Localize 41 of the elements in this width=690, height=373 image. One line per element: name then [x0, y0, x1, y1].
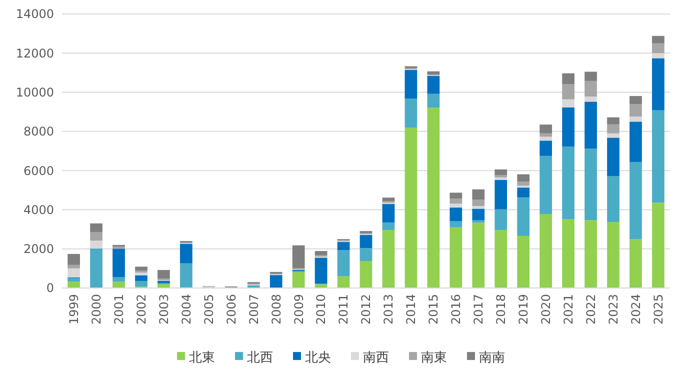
y-tick-label: 12000 — [16, 46, 54, 60]
x-tick-label: 2002 — [134, 294, 148, 325]
legend-label: 北央 — [305, 350, 331, 366]
x-tick-label: 2007 — [246, 294, 261, 325]
y-tick-label: 0 — [46, 281, 54, 296]
x-tick-label: 2010 — [314, 294, 328, 325]
x-tick-label: 2009 — [292, 294, 306, 325]
x-tick-label: 2019 — [516, 294, 531, 325]
x-tick-label: 2012 — [359, 294, 374, 325]
legend-label: 南南 — [479, 350, 505, 366]
legend-label: 南西 — [363, 350, 389, 366]
y-tick-label: 4000 — [23, 202, 54, 217]
legend-label: 北西 — [247, 350, 273, 366]
legend-label: 北東 — [189, 350, 215, 366]
x-tick-label: 2011 — [336, 294, 351, 325]
y-tick-label: 2000 — [23, 242, 54, 256]
x-tick-label: 2024 — [628, 294, 643, 325]
x-tick-label: 2022 — [584, 294, 598, 325]
x-tick-label: 2023 — [606, 294, 620, 325]
x-tick-label: 2001 — [112, 294, 126, 325]
x-tick-label: 2013 — [382, 294, 396, 325]
y-tick-label: 8000 — [23, 124, 54, 139]
x-tick-label: 2025 — [651, 294, 666, 325]
legend-label: 南東 — [421, 350, 447, 366]
x-tick-label: 2017 — [472, 294, 486, 325]
x-tick-label: 1999 — [67, 294, 81, 325]
x-tick-label: 2020 — [539, 294, 554, 325]
x-tick-label: 2015 — [426, 294, 441, 325]
x-tick-label: 2014 — [404, 294, 418, 325]
x-tick-label: 2016 — [449, 294, 464, 325]
x-tick-label: 2006 — [224, 294, 238, 325]
y-tick-label: 14000 — [16, 7, 54, 22]
x-tick-label: 2003 — [156, 294, 171, 325]
x-tick-label: 2004 — [179, 294, 194, 325]
x-tick-label: 2018 — [494, 294, 508, 325]
x-tick-label: 2008 — [269, 294, 284, 325]
y-tick-label: 10000 — [16, 85, 54, 100]
x-tick-label: 2000 — [89, 294, 104, 325]
x-tick-label: 2005 — [202, 294, 216, 325]
x-tick-label: 2021 — [561, 294, 576, 325]
y-tick-label: 6000 — [23, 164, 54, 178]
